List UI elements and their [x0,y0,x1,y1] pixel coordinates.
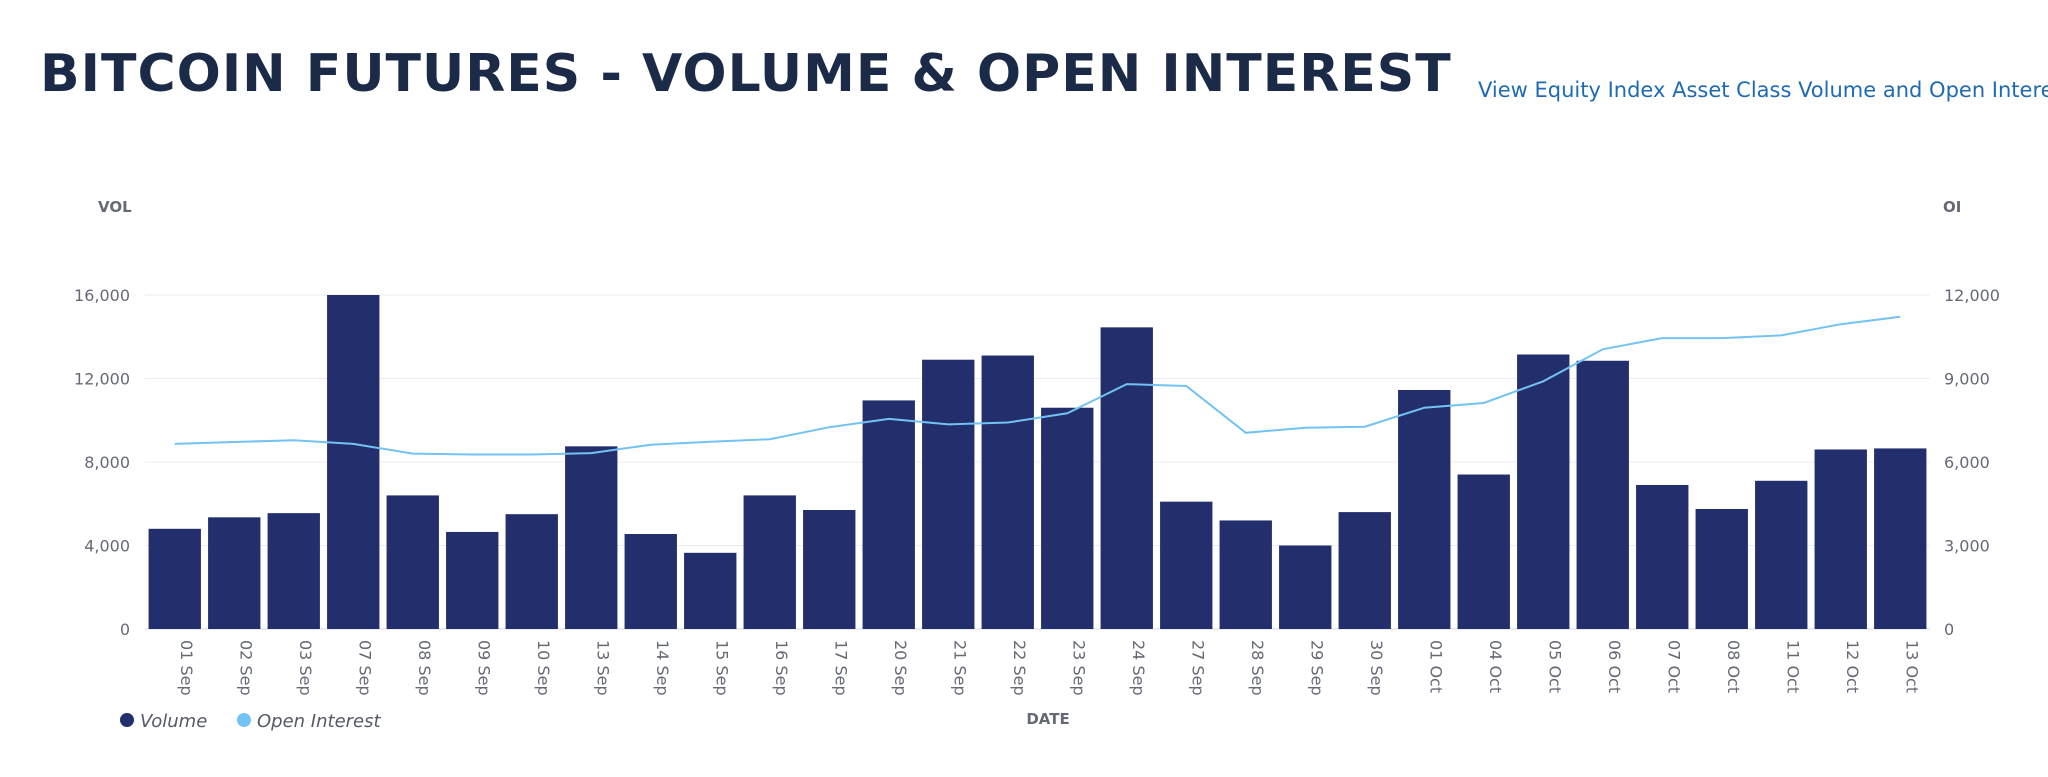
x-axis-tick-label: 17 Sep [831,640,850,696]
volume-bar [1874,448,1927,629]
x-axis-tick-label: 14 Sep [653,640,672,696]
volume-legend-marker [120,713,134,727]
volume-bar [1576,360,1629,629]
volume-bar [565,446,618,629]
x-axis-tick-label: 13 Oct [1902,640,1921,693]
right-axis-ticks: 0 3,000 6,000 9,000 12,000 [1944,286,2000,639]
volume-bar [208,517,261,629]
x-axis-tick-label: 20 Sep [891,640,910,696]
x-axis-tick-label: 05 Oct [1545,640,1564,693]
x-axis-ticks: 01 Sep 02 Sep 03 Sep 07 Sep 08 Sep 09 Sep 10 S… [177,640,1922,696]
volume-bar [446,531,499,629]
volume-bar [922,359,975,629]
right-axis-tick-label: 12,000 [1944,286,2000,305]
legend-item-volume[interactable]: Volume [120,711,207,732]
left-axis-tick-label: 4,000 [84,537,130,556]
volume-bar [803,510,856,629]
x-axis-tick-label: 12 Oct [1843,640,1862,693]
x-axis-tick-label: 13 Sep [593,640,612,696]
left-axis-tick-label: 0 [120,620,130,639]
volume-bar [1517,354,1570,629]
x-axis-tick-label: 29 Sep [1307,640,1326,696]
volume-bars [148,295,1927,629]
left-axis-tick-label: 8,000 [84,453,130,472]
volume-bar [267,513,320,629]
volume-bar [1279,545,1332,629]
volume-bar [1457,474,1510,629]
open-interest-series [174,315,1901,456]
equity-index-volume-link[interactable]: View Equity Index Asset Class Volume and… [1478,78,2048,102]
x-axis-tick-label: 15 Sep [712,640,731,696]
right-axis-tick-label: 6,000 [1944,453,1990,472]
x-axis-tick-label: 03 Sep [296,640,315,696]
volume-bar [684,552,737,629]
volume-bar [386,495,439,629]
x-axis-tick-label: 01 Oct [1426,640,1445,693]
right-axis-tick-label: 9,000 [1944,370,1990,389]
grid-lines [145,294,1930,630]
page-title: BITCOIN FUTURES - VOLUME & OPEN INTEREST [40,44,1452,104]
x-axis-tick-label: 11 Oct [1783,640,1802,693]
volume-bar [327,295,380,629]
volume-bar [1398,389,1451,629]
x-axis-title: DATE [1026,710,1069,728]
volume-bar [1041,407,1094,629]
x-axis-tick-label: 21 Sep [950,640,969,696]
volume-bar [981,355,1034,629]
volume-bar [743,495,796,629]
volume-bar [862,400,915,629]
left-axis-ticks: 0 4,000 8,000 12,000 16,000 [74,286,130,639]
volume-bar [1814,449,1867,629]
volume-bar [1755,480,1808,629]
left-axis-title: VOL [98,198,132,216]
volume-bar [1338,512,1391,629]
legend-item-open-interest[interactable]: Open Interest [237,711,381,732]
left-axis-tick-label: 12,000 [74,370,130,389]
open-interest-legend-marker [237,713,251,727]
left-axis-tick-label: 16,000 [74,286,130,305]
x-axis-tick-label: 07 Oct [1664,640,1683,693]
x-axis-tick-label: 02 Sep [236,640,255,696]
x-axis-tick-label: 16 Sep [772,640,791,696]
x-axis-tick-label: 23 Sep [1069,640,1088,696]
legend: Volume Open Interest [120,711,381,732]
x-axis-tick-label: 06 Oct [1605,640,1624,693]
x-axis-tick-label: 22 Sep [1010,640,1029,696]
x-axis-tick-label: 30 Sep [1367,640,1386,696]
right-axis-title: OI [1943,198,1961,216]
volume-bar [505,514,558,629]
legend-volume-label: Volume [140,711,207,732]
x-axis-tick-label: 07 Sep [355,640,374,696]
x-axis-tick-label: 04 Oct [1486,640,1505,693]
volume-bar [1219,520,1272,629]
open-interest-line [174,315,1901,456]
x-axis-tick-label: 01 Sep [177,640,196,696]
volume-bar [1695,508,1748,629]
legend-open-interest-label: Open Interest [257,711,381,732]
volume-bar [1160,501,1213,629]
volume-bar [1636,484,1689,629]
volume-bar [1100,327,1153,629]
x-axis-tick-label: 08 Sep [415,640,434,696]
x-axis-tick-label: 08 Oct [1724,640,1743,693]
volume-bar [624,534,677,629]
x-axis-tick-label: 28 Sep [1248,640,1267,696]
x-axis-tick-label: 09 Sep [474,640,493,696]
right-axis-tick-label: 3,000 [1944,537,1990,556]
right-axis-tick-label: 0 [1944,620,1954,639]
x-axis-tick-label: 10 Sep [534,640,553,696]
x-axis-tick-label: 27 Sep [1188,640,1207,696]
x-axis-tick-label: 24 Sep [1129,640,1148,696]
volume-bar [148,528,201,629]
